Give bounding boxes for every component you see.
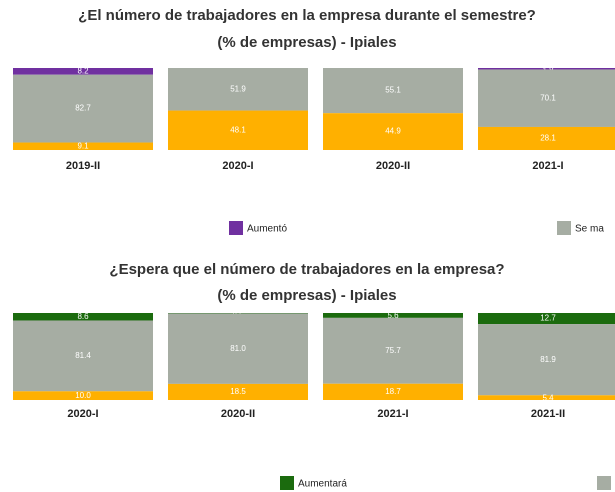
- data-label: 75.7: [385, 346, 401, 355]
- bar-segment: [13, 320, 153, 392]
- data-label: 18.5: [230, 387, 246, 396]
- bar-segment: [323, 383, 463, 400]
- legend-label: Se ma: [575, 224, 604, 235]
- x-tick-label: 2021-I: [532, 160, 563, 172]
- bar-segment: [323, 313, 463, 318]
- data-label: 10.0: [75, 391, 91, 400]
- legend-swatch: [280, 476, 294, 490]
- legend-swatch: [557, 221, 571, 235]
- chart-title: ¿Espera que el número de trabajadores en…: [109, 261, 504, 278]
- bar-segment: [168, 313, 308, 384]
- x-tick-label: 2019-II: [66, 160, 100, 172]
- bar-segment: [13, 74, 153, 143]
- data-label: 55.1: [385, 86, 401, 95]
- bar-segment: [13, 313, 153, 321]
- data-label: 5.6: [387, 311, 399, 320]
- bar-segment: [323, 113, 463, 150]
- x-tick-label: 2021-I: [377, 408, 408, 420]
- chart-subtitle: (% de empresas) - Ipiales: [217, 34, 396, 51]
- bar-segment: [478, 68, 615, 70]
- x-tick-label: 2021-II: [531, 408, 565, 420]
- bar-segment: [478, 69, 615, 127]
- data-label: 44.9: [385, 127, 401, 136]
- x-tick-label: 2020-I: [222, 160, 253, 172]
- x-tick-label: 2020-I: [67, 408, 98, 420]
- bar-segment: [478, 126, 615, 150]
- bar-segment: [168, 383, 308, 400]
- bar-segment: [478, 324, 615, 396]
- legend-swatch: [597, 476, 611, 490]
- data-label: 48.1: [230, 125, 246, 134]
- bar-segment: [323, 317, 463, 384]
- bar-segment: [13, 142, 153, 150]
- bar-segment: [478, 313, 615, 325]
- x-tick-label: 2020-II: [221, 408, 255, 420]
- data-label: 81.4: [75, 351, 91, 360]
- data-label: 5.4: [542, 393, 554, 402]
- data-label: 8.2: [77, 66, 89, 75]
- bar-segment: [168, 68, 308, 111]
- data-label: 82.7: [75, 104, 91, 113]
- legend-label: Aumentará: [298, 479, 347, 490]
- legend-label: Aumentó: [247, 224, 287, 235]
- bar-segment: [13, 391, 153, 400]
- data-label: 81.0: [230, 344, 246, 353]
- x-tick-label: 2020-II: [376, 160, 410, 172]
- data-label: 70.1: [540, 93, 556, 102]
- bar-segment: [478, 395, 615, 400]
- data-label: 9.1: [77, 141, 89, 150]
- legend-swatch: [229, 221, 243, 235]
- data-label: 12.7: [540, 314, 556, 323]
- bar-segment: [13, 68, 153, 75]
- bar-segment: [168, 110, 308, 150]
- chart-subtitle: (% de empresas) - Ipiales: [217, 287, 396, 304]
- data-label: 28.1: [540, 134, 556, 143]
- chart-title: ¿El número de trabajadores en la empresa…: [78, 7, 536, 24]
- data-label: 51.9: [230, 84, 246, 93]
- data-label: 8.6: [77, 312, 89, 321]
- bar-segment: [323, 68, 463, 114]
- data-label: 81.9: [540, 355, 556, 364]
- data-label: 18.7: [385, 387, 401, 396]
